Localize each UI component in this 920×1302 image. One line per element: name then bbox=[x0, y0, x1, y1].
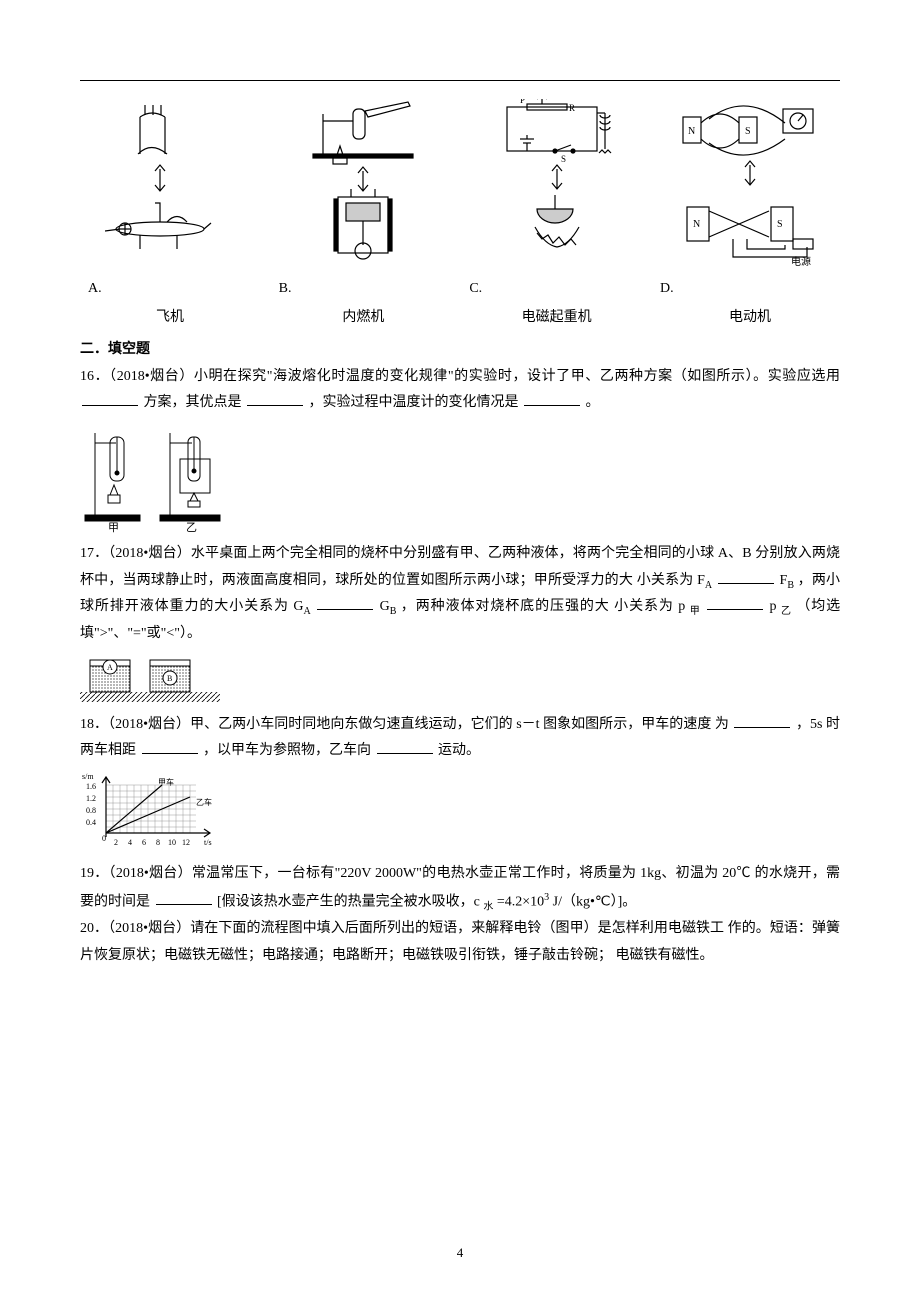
svg-text:10: 10 bbox=[168, 838, 176, 847]
q15-label-C: C. bbox=[469, 281, 482, 296]
q17-t3a: 小关系为 F bbox=[637, 573, 705, 588]
q16-t4: 。 bbox=[586, 395, 600, 410]
q17-t4b: p bbox=[770, 599, 781, 614]
svg-text:1.2: 1.2 bbox=[86, 794, 96, 803]
svg-text:12: 12 bbox=[182, 838, 190, 847]
q15-label-B: B. bbox=[279, 281, 292, 296]
q16-blank3[interactable] bbox=[524, 391, 580, 406]
q17-subyi: 乙 bbox=[781, 606, 792, 617]
q15-cap-B: 内燃机 bbox=[342, 310, 384, 325]
q16-t2: 方案，其优点是 bbox=[144, 395, 242, 410]
q17-subA: A bbox=[705, 579, 712, 590]
q17: 17．（2018•烟台）水平桌面上两个完全相同的烧杯中分别盛有甲、乙两种液体，将… bbox=[80, 541, 840, 648]
q19-subwater: 水 bbox=[483, 901, 493, 912]
q15-fig-D: N S N S bbox=[680, 99, 820, 269]
section2-title: 二．填空题 bbox=[80, 337, 840, 364]
q16: 16．（2018•烟台）小明在探究"海波熔化时温度的变化规律"的实验时，设计了甲… bbox=[80, 364, 840, 417]
q16-t1: 16．（2018•烟台）小明在探究"海波熔化时温度的变化规律"的实验时，设计了甲… bbox=[80, 369, 840, 384]
q17-t3d: G bbox=[380, 599, 390, 614]
svg-text:A: A bbox=[107, 663, 113, 672]
svg-text:0.8: 0.8 bbox=[86, 806, 96, 815]
page-number: 4 bbox=[0, 1241, 920, 1266]
svg-text:R: R bbox=[569, 103, 575, 113]
q15-cap-C: 电磁起重机 bbox=[522, 310, 592, 325]
q19-t2c: =4.2×10 bbox=[497, 894, 544, 909]
q19-t2b: [假设该热水壶产生的热量完全被水吸收，c bbox=[217, 894, 483, 909]
top-rule bbox=[80, 80, 840, 81]
q15-label-D: D. bbox=[660, 281, 674, 296]
svg-text:B: B bbox=[167, 674, 172, 683]
q16-figure: 甲 乙 bbox=[80, 423, 840, 533]
q18-t2c: ，以甲车为参照物，乙车向 bbox=[203, 743, 371, 758]
q17-subB: B bbox=[787, 579, 794, 590]
svg-text:s/m: s/m bbox=[82, 772, 94, 781]
q15-cap-D: 电动机 bbox=[729, 310, 771, 325]
svg-text:乙车: 乙车 bbox=[196, 797, 212, 807]
svg-text:2: 2 bbox=[114, 838, 118, 847]
svg-text:甲: 甲 bbox=[108, 522, 119, 533]
svg-text:N: N bbox=[688, 126, 695, 137]
svg-text:6: 6 bbox=[142, 838, 146, 847]
q18-t1: 18．（2018•烟台）甲、乙两小车同时同地向东做匀速直线运动，它们的 s－t … bbox=[80, 717, 711, 732]
q20-t1: 20．（2018•烟台）请在下面的流程图中填入后面所列出的短语，来解释电铃（图甲… bbox=[80, 921, 724, 936]
q15-option-C: S P R bbox=[467, 99, 647, 273]
svg-text:甲车: 甲车 bbox=[158, 777, 174, 787]
svg-text:0.4: 0.4 bbox=[86, 818, 96, 827]
svg-text:P: P bbox=[520, 99, 525, 105]
q15-captions-row: 飞机 内燃机 电磁起重机 电动机 bbox=[80, 305, 840, 332]
q18-chart: s/m 1.61.20.80.4 0 24681012 t/s 甲车 乙车 bbox=[80, 771, 840, 853]
svg-text:8: 8 bbox=[156, 838, 160, 847]
q17-subjia: 甲 bbox=[690, 606, 701, 617]
q18-t2a: 为 bbox=[715, 717, 729, 732]
svg-text:4: 4 bbox=[128, 838, 132, 847]
svg-text:1.6: 1.6 bbox=[86, 782, 96, 791]
q16-blank2[interactable] bbox=[247, 391, 303, 406]
svg-text:N: N bbox=[693, 219, 700, 230]
q19-blank1[interactable] bbox=[156, 890, 212, 905]
svg-text:S: S bbox=[745, 126, 751, 137]
q15-options-row: S P R bbox=[80, 99, 840, 273]
q17-blank3[interactable] bbox=[707, 595, 763, 610]
svg-text:t/s: t/s bbox=[204, 838, 212, 847]
q17-blank2[interactable] bbox=[317, 595, 373, 610]
q17-figure: A B bbox=[80, 654, 840, 704]
q15-option-D: N S N S bbox=[660, 99, 840, 273]
q15-labels-row: A. B. C. D. bbox=[80, 276, 840, 303]
q20-t3: 电磁铁有磁性。 bbox=[616, 948, 714, 963]
q15-fig-B bbox=[293, 99, 433, 269]
q15-option-A bbox=[80, 99, 260, 273]
q15-cap-A: 飞机 bbox=[156, 310, 184, 325]
q18: 18．（2018•烟台）甲、乙两小车同时同地向东做匀速直线运动，它们的 s－t … bbox=[80, 712, 840, 765]
q15-label-A: A. bbox=[88, 281, 102, 296]
q19-t1: 19．（2018•烟台）常温常压下，一台标有"220V 2000W"的电热水壶正… bbox=[80, 866, 751, 881]
q17-blank1[interactable] bbox=[718, 569, 774, 584]
q19-t2d: J/（kg•℃）]。 bbox=[553, 894, 637, 909]
q20: 20．（2018•烟台）请在下面的流程图中填入后面所列出的短语，来解释电铃（图甲… bbox=[80, 916, 840, 969]
svg-text:S: S bbox=[777, 219, 783, 230]
svg-text:S: S bbox=[561, 154, 566, 164]
q19-sup3: 3 bbox=[544, 892, 549, 903]
svg-text:乙: 乙 bbox=[186, 521, 197, 533]
q18-t2d: 运动。 bbox=[438, 743, 480, 758]
q15-fig-C: S P R bbox=[487, 99, 627, 269]
q16-t3: ，实验过程中温度计的变化情况是 bbox=[309, 395, 519, 410]
q18-blank1[interactable] bbox=[734, 713, 790, 728]
svg-text:电源: 电源 bbox=[791, 255, 811, 268]
q18-blank3[interactable] bbox=[377, 739, 433, 754]
q17-t3e: ，两种液体对烧杯底的压强的大 bbox=[401, 599, 610, 614]
q17-subA2: A bbox=[303, 606, 310, 617]
q15-option-B bbox=[273, 99, 453, 273]
q16-blank1[interactable] bbox=[82, 391, 138, 406]
q19: 19．（2018•烟台）常温常压下，一台标有"220V 2000W"的电热水壶正… bbox=[80, 861, 840, 916]
q17-t1: 17．（2018•烟台）水平桌面上两个完全相同的烧杯中分别盛有甲、乙两种液体，将… bbox=[80, 546, 752, 561]
q18-blank2[interactable] bbox=[142, 739, 198, 754]
q15-fig-A bbox=[100, 99, 240, 269]
q17-subB2: B bbox=[390, 606, 397, 617]
q17-t4a: 小关系为 p bbox=[614, 599, 690, 614]
